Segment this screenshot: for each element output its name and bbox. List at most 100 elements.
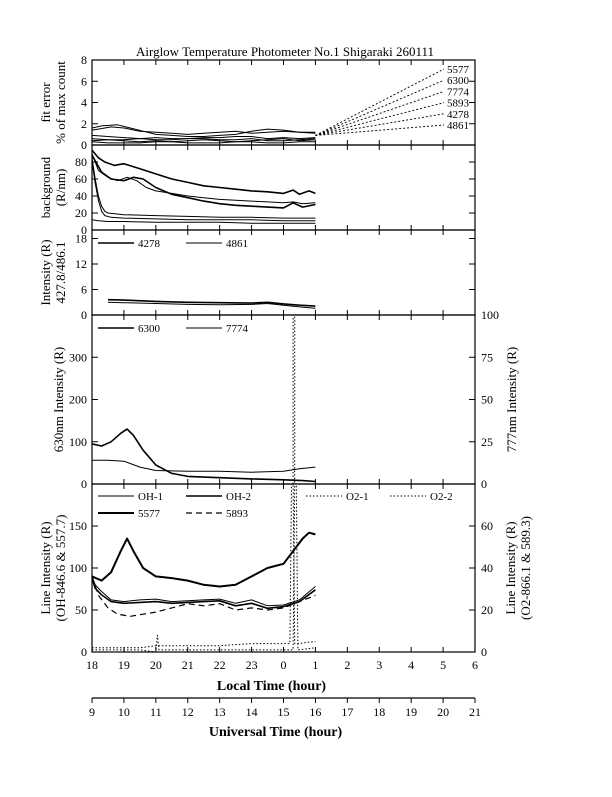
local-time-tick-label: 23 <box>246 658 258 672</box>
local-time-axis-title: Local Time (hour) <box>217 679 326 694</box>
ut-tick-label: 18 <box>373 705 385 719</box>
ut-tick-label: 19 <box>405 705 417 719</box>
legend-label: O2-2 <box>430 491 453 503</box>
local-time-tick-label: 22 <box>214 658 226 672</box>
y-tick-label: 0 <box>81 223 87 237</box>
fit-error-label: 4278 <box>447 109 470 121</box>
y-axis-label: (R/nm) <box>53 169 68 207</box>
ut-tick-label: 10 <box>118 705 130 719</box>
local-time-tick-label: 5 <box>440 658 446 672</box>
legend-label: OH-2 <box>226 491 251 503</box>
y-tick-label: 18 <box>75 232 87 246</box>
legend-label: 6300 <box>138 323 161 335</box>
y-tick-label: 0 <box>81 477 87 491</box>
y-tick-label: 150 <box>69 519 87 533</box>
local-time-tick-label: 0 <box>281 658 287 672</box>
local-time-tick-label: 1 <box>312 658 318 672</box>
y-tick-label: 2 <box>81 117 87 131</box>
local-time-tick-label: 20 <box>150 658 162 672</box>
y-right-axis-label: (O2-866.1 & 589.3) <box>518 516 533 620</box>
local-time-tick-label: 19 <box>118 658 130 672</box>
y-right-tick-label: 20 <box>481 603 493 617</box>
panel-frame <box>91 144 476 231</box>
series-6300 <box>92 124 316 137</box>
ut-axis-title: Universal Time (hour) <box>209 725 343 740</box>
y-tick-label: 100 <box>69 435 87 449</box>
fit-error-leader <box>315 124 445 136</box>
y-right-axis-label: 777nm Intensity (R) <box>504 347 519 452</box>
legend-label: 5893 <box>226 508 249 520</box>
ut-tick-label: 16 <box>309 705 321 719</box>
legend-label: O2-1 <box>346 491 369 503</box>
ut-tick-label: 9 <box>89 705 95 719</box>
legend-label: OH-1 <box>138 491 163 503</box>
fit-error-leader <box>315 90 445 136</box>
ut-tick-label: 17 <box>341 705 353 719</box>
y-tick-label: 60 <box>75 172 87 186</box>
legend: 4278 4861 <box>98 238 248 250</box>
fit-error-leader <box>315 79 445 136</box>
local-time-tick-label: 18 <box>86 658 98 672</box>
series-6300 <box>92 153 316 205</box>
y-right-tick-label: 40 <box>481 561 493 575</box>
y-axis-label: fit error <box>38 82 53 123</box>
series-spike <box>292 316 296 484</box>
fit-error-label: 5577 <box>447 64 470 76</box>
series-4861 <box>107 301 316 309</box>
chart-title: Airglow Temperature Photometer No.1 Shig… <box>136 44 434 59</box>
series-4861 <box>92 219 316 224</box>
y-tick-label: 6 <box>81 283 87 297</box>
series-5577 <box>92 149 316 196</box>
series-5577 <box>92 531 316 588</box>
local-time-tick-label: 4 <box>408 658 414 672</box>
y-right-tick-label: 50 <box>481 393 493 407</box>
series-4278 <box>92 161 316 222</box>
y-tick-label: 80 <box>75 155 87 169</box>
ut-tick-label: 15 <box>278 705 290 719</box>
fit-error-label: 5893 <box>447 98 470 110</box>
fit-error-label: 7774 <box>447 86 470 98</box>
ut-tick-label: 14 <box>246 705 258 719</box>
y-tick-label: 0 <box>81 308 87 322</box>
series-4278 <box>107 298 316 307</box>
y-tick-label: 0 <box>81 645 87 659</box>
legend-label: 4278 <box>138 238 161 250</box>
y-right-tick-label: 100 <box>481 308 499 322</box>
ut-tick-label: 11 <box>150 705 162 719</box>
panel-intensity-427-486: 0 6 12 18 Intensity (R) 427.8/486.1 4278 4861 <box>38 229 476 322</box>
legend-label: 5577 <box>138 508 161 520</box>
y-axis-label: 427.8/486.1 <box>53 241 68 303</box>
fit-error-leader <box>315 113 445 136</box>
ut-tick-label: 20 <box>437 705 449 719</box>
y-tick-label: 300 <box>69 350 87 364</box>
series-7774 <box>92 459 316 473</box>
y-axis-label: background <box>38 156 53 218</box>
y-axis-label: Intensity (R) <box>38 239 53 305</box>
legend-label: 4861 <box>226 238 248 250</box>
panel-fit-error: 0 2 4 6 8 fit error% of max count 557763007774… <box>38 53 476 152</box>
fit-error-label: 4861 <box>447 120 469 132</box>
series-5893 <box>92 157 316 219</box>
y-tick-label: 12 <box>75 257 87 271</box>
y-right-tick-label: 25 <box>481 435 493 449</box>
y-tick-label: 50 <box>75 603 87 617</box>
local-time-tick-label: 2 <box>344 658 350 672</box>
y-tick-label: 40 <box>75 189 87 203</box>
legend: OH-1 OH-2 O2-1 O2-2 5577 5893 <box>98 491 453 520</box>
ut-tick-label: 21 <box>469 705 481 719</box>
series-6300 <box>92 428 316 483</box>
legend-label: 7774 <box>226 323 249 335</box>
series-o2-1 <box>92 484 316 649</box>
y-right-axis-label: Line Intensity (R) <box>503 521 518 614</box>
y-axis-label: 630nm Intensity (R) <box>51 347 66 452</box>
series-oh-1 <box>92 576 316 607</box>
y-right-tick-label: 0 <box>481 645 487 659</box>
fit-error-label: 6300 <box>447 75 470 87</box>
series-o2-2 <box>92 484 316 652</box>
local-time-tick-label: 6 <box>472 658 478 672</box>
